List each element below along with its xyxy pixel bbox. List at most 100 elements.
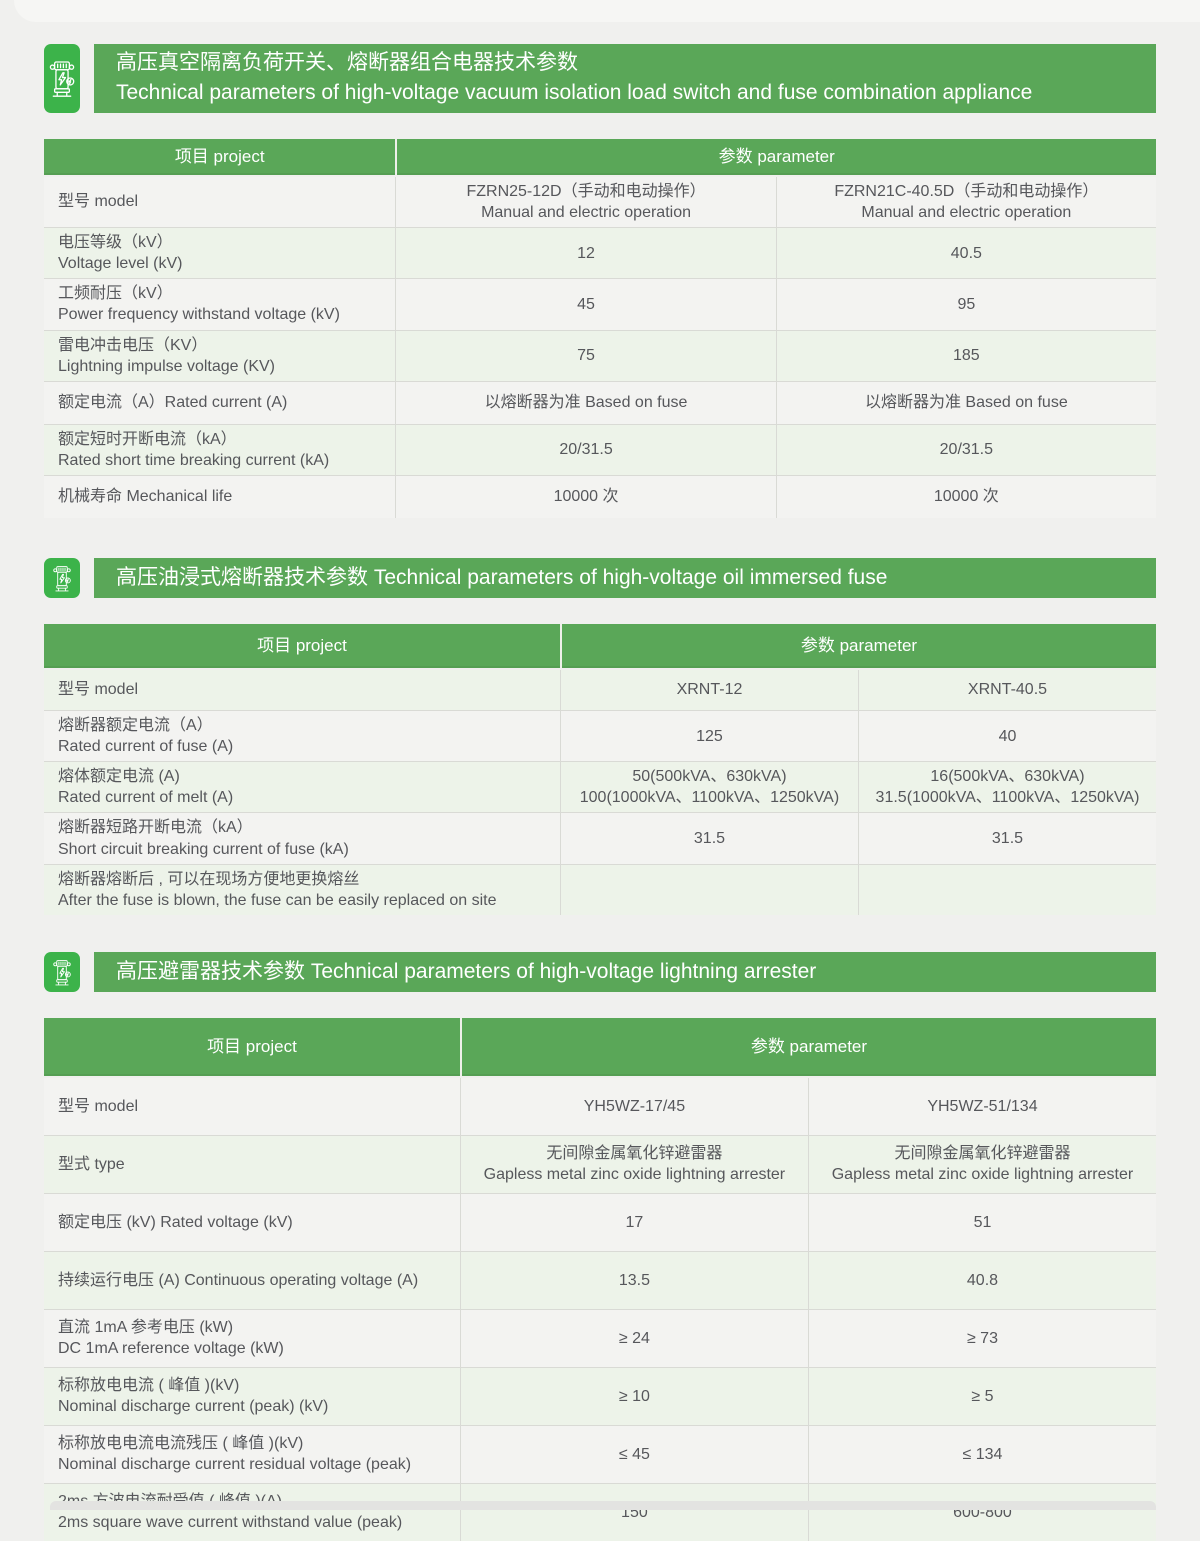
param-value-2: 51 xyxy=(807,1193,1156,1251)
param-value-2: 95 xyxy=(775,279,1156,330)
table-row: 型号 model FZRN25-12D（手动和电动操作） Manual and … xyxy=(44,176,1156,228)
table-row: 熔断器额定电流（A） Rated current of fuse (A) 125… xyxy=(44,709,1156,762)
table-row: 2ms 方波电流耐受值 ( 峰值 )(A) 2ms square wave cu… xyxy=(44,1482,1156,1541)
param-value-1: 以熔断器为准 Based on fuse xyxy=(395,381,775,424)
param-value-2: 40.8 xyxy=(807,1251,1156,1309)
row-label: 直流 1mA 参考电压 (kW) DC 1mA reference voltag… xyxy=(58,1319,284,1358)
table-header-row: 项目 project 参数 parameter xyxy=(44,138,1156,175)
param-value-1: 45 xyxy=(395,279,775,330)
column-header-parameter: 参数 parameter xyxy=(459,1017,1156,1076)
row-label: 雷电冲击电压（KV） Lightning impulse voltage (KV… xyxy=(58,336,276,375)
column-header-project: 项目 project xyxy=(207,1036,297,1056)
row-label: 2ms 方波电流耐受值 ( 峰值 )(A) 2ms square wave cu… xyxy=(58,1493,403,1532)
row-label: 机械寿命 Mechanical life xyxy=(58,488,233,506)
table-row: 额定电流（A）Rated current (A) 以熔断器为准 Based on… xyxy=(44,380,1156,424)
table-row: 型号 model YH5WZ-17/45 YH5WZ-51/134 xyxy=(44,1077,1156,1135)
param-value-2: 40.5 xyxy=(775,228,1156,279)
high-voltage-device-icon xyxy=(44,557,80,598)
table-row: 工频耐压（kV） Power frequency withstand volta… xyxy=(44,278,1156,330)
param-value-2 xyxy=(857,864,1156,915)
param-value-2: FZRN21C-40.5D（手动和电动操作） Manual and electr… xyxy=(775,176,1156,228)
param-value-1: 150 xyxy=(459,1483,808,1541)
row-label: 型号 model xyxy=(58,1097,139,1115)
param-value-1: 12 xyxy=(395,228,775,279)
param-value-1: 无间隙金属氧化锌避雷器 Gapless metal zinc oxide lig… xyxy=(459,1135,808,1193)
row-label: 额定电流（A）Rated current (A) xyxy=(58,394,288,412)
param-value-2: 以熔断器为准 Based on fuse xyxy=(775,381,1156,424)
previous-card-bottom-edge xyxy=(14,0,1200,22)
section-gap xyxy=(44,518,1156,558)
param-value-1: FZRN25-12D（手动和电动操作） Manual and electric … xyxy=(395,176,775,228)
row-label: 标称放电电流电流残压 ( 峰值 )(kV) Nominal discharge … xyxy=(58,1435,412,1474)
table-row: 型号 model XRNT-12 XRNT-40.5 xyxy=(44,669,1156,710)
param-value-2: ≥ 5 xyxy=(807,1367,1156,1425)
section-gap xyxy=(44,915,1156,952)
section-header-lightning-arrester: 高压避雷器技术参数 Technical parameters of high-v… xyxy=(44,951,1156,992)
row-label: 电压等级（kV） Voltage level (kV) xyxy=(58,234,183,273)
table-row: 熔断器熔断后 , 可以在现场方便地更换熔丝 After the fuse is … xyxy=(44,863,1156,915)
section-header-oil-immersed-fuse: 高压油浸式熔断器技术参数 Technical parameters of hig… xyxy=(44,557,1156,598)
column-header-project: 项目 project xyxy=(174,146,265,166)
param-value-1: 20/31.5 xyxy=(395,424,775,475)
table-body: 型号 model FZRN25-12D（手动和电动操作） Manual and … xyxy=(44,176,1156,518)
row-label: 持续运行电压 (A) Continuous operating voltage … xyxy=(58,1271,419,1289)
param-value-2: 185 xyxy=(775,330,1156,381)
table-body: 型号 model XRNT-12 XRNT-40.5 熔断器额定电流（A） Ra… xyxy=(44,669,1156,915)
param-value-1 xyxy=(559,864,858,915)
table-lightning-arrester-parameters: 项目 project 参数 parameter 型号 model YH5WZ-1… xyxy=(44,1017,1156,1541)
param-value-2: ≤ 134 xyxy=(807,1425,1156,1483)
param-value-2: XRNT-40.5 xyxy=(857,669,1156,710)
section-title: 高压油浸式熔断器技术参数 Technical parameters of hig… xyxy=(116,565,888,589)
row-label: 熔断器短路开断电流（kA） Short circuit breaking cur… xyxy=(58,819,349,858)
section-title: 高压真空隔离负荷开关、熔断器组合电器技术参数 Technical paramet… xyxy=(116,51,1033,105)
param-value-1: YH5WZ-17/45 xyxy=(459,1077,808,1135)
row-label: 工频耐压（kV） Power frequency withstand volta… xyxy=(58,285,340,324)
row-label: 型号 model xyxy=(58,193,139,211)
table-vacuum-switch-parameters: 项目 project 参数 parameter 型号 model FZRN25-… xyxy=(44,138,1156,518)
high-voltage-device-icon xyxy=(44,951,80,992)
param-value-1: 13.5 xyxy=(459,1251,808,1309)
section-title-bar: 高压避雷器技术参数 Technical parameters of high-v… xyxy=(94,951,1156,992)
table-row: 标称放电电流 ( 峰值 )(kV) Nominal discharge curr… xyxy=(44,1366,1156,1425)
row-label: 额定电压 (kV) Rated voltage (kV) xyxy=(58,1213,293,1231)
param-value-2: 16(500kVA、630kVA) 31.5(1000kVA、1100kVA、1… xyxy=(857,762,1156,813)
column-header-parameter: 参数 parameter xyxy=(395,138,1156,175)
row-label: 额定短时开断电流（kA） Rated short time breaking c… xyxy=(58,430,330,469)
table-row: 标称放电电流电流残压 ( 峰值 )(kV) Nominal discharge … xyxy=(44,1424,1156,1483)
param-value-1: 125 xyxy=(559,710,858,762)
section-title-bar: 高压真空隔离负荷开关、熔断器组合电器技术参数 Technical paramet… xyxy=(94,44,1156,113)
param-value-2: 31.5 xyxy=(857,813,1156,864)
table-row: 额定短时开断电流（kA） Rated short time breaking c… xyxy=(44,423,1156,475)
param-value-1: XRNT-12 xyxy=(559,669,858,710)
row-label: 熔体额定电流 (A) Rated current of melt (A) xyxy=(58,768,234,807)
table-row: 熔体额定电流 (A) Rated current of melt (A) 50(… xyxy=(44,761,1156,813)
table-row: 熔断器短路开断电流（kA） Short circuit breaking cur… xyxy=(44,812,1156,864)
column-header-project: 项目 project xyxy=(257,635,347,655)
param-value-2: 20/31.5 xyxy=(775,424,1156,475)
param-value-2: 600-800 xyxy=(807,1483,1156,1541)
param-value-1: 50(500kVA、630kVA) 100(1000kVA、1100kVA、12… xyxy=(559,762,858,813)
high-voltage-device-icon xyxy=(44,44,80,113)
row-label: 熔断器熔断后 , 可以在现场方便地更换熔丝 After the fuse is … xyxy=(58,870,497,909)
table-body: 型号 model YH5WZ-17/45 YH5WZ-51/134 型式 typ… xyxy=(44,1077,1156,1541)
section-header-vacuum-switch: 高压真空隔离负荷开关、熔断器组合电器技术参数 Technical paramet… xyxy=(44,44,1156,113)
table-row: 直流 1mA 参考电压 (kW) DC 1mA reference voltag… xyxy=(44,1308,1156,1367)
param-value-2: 无间隙金属氧化锌避雷器 Gapless metal zinc oxide lig… xyxy=(807,1135,1156,1193)
param-value-1: 75 xyxy=(395,330,775,381)
param-value-2: 40 xyxy=(857,710,1156,762)
row-label: 型号 model xyxy=(58,681,139,699)
param-value-1: ≥ 10 xyxy=(459,1367,808,1425)
param-value-2: ≥ 73 xyxy=(807,1309,1156,1367)
param-value-2: YH5WZ-51/134 xyxy=(807,1077,1156,1135)
table-row: 型式 type 无间隙金属氧化锌避雷器 Gapless metal zinc o… xyxy=(44,1134,1156,1193)
param-value-1: ≤ 45 xyxy=(459,1425,808,1483)
row-label: 标称放电电流 ( 峰值 )(kV) Nominal discharge curr… xyxy=(58,1377,329,1416)
table-row: 额定电压 (kV) Rated voltage (kV) 17 51 xyxy=(44,1192,1156,1251)
row-label: 熔断器额定电流（A） Rated current of fuse (A) xyxy=(58,716,234,756)
section-title-bar: 高压油浸式熔断器技术参数 Technical parameters of hig… xyxy=(94,557,1156,598)
param-value-1: ≥ 24 xyxy=(459,1309,808,1367)
param-value-1: 17 xyxy=(459,1193,808,1251)
table-oil-immersed-fuse-parameters: 项目 project 参数 parameter 型号 model XRNT-12… xyxy=(44,623,1156,915)
param-value-1: 10000 次 xyxy=(395,475,775,518)
